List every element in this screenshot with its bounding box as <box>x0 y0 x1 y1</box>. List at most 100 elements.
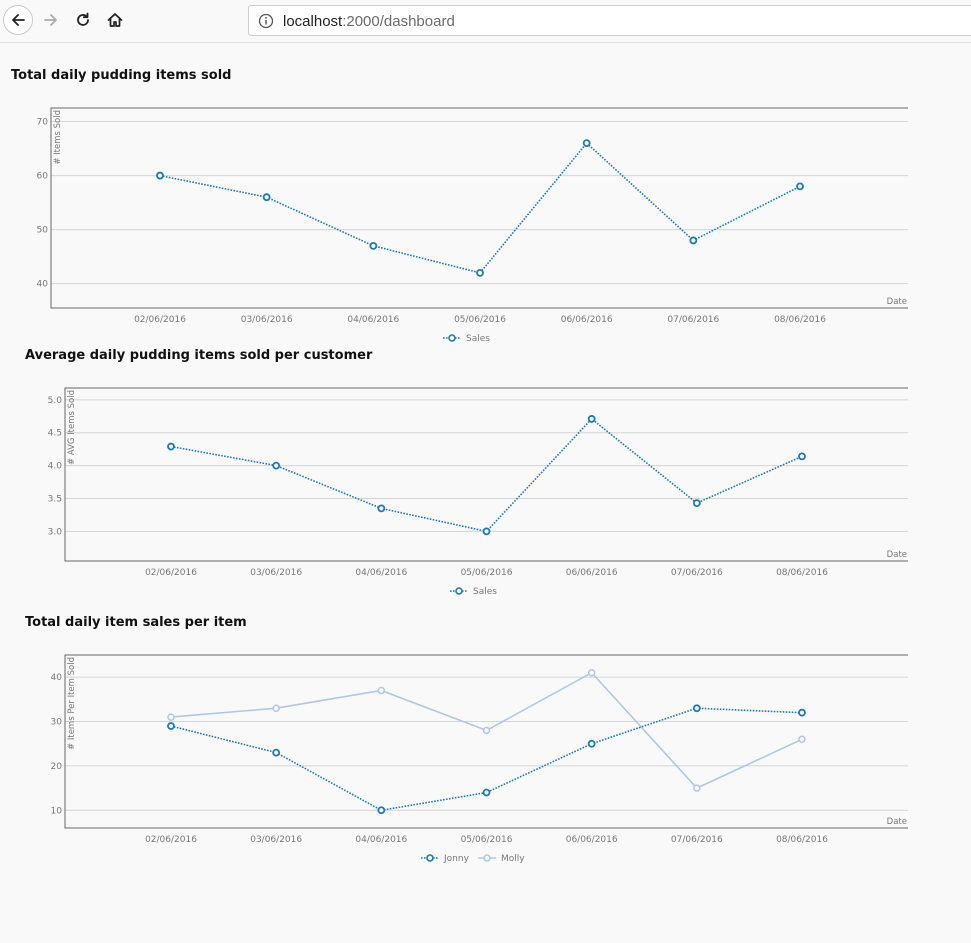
plot-border <box>64 654 908 829</box>
plot-border <box>64 387 908 562</box>
x-axis-label: Date <box>887 817 907 827</box>
x-tick-label: 08/06/2016 <box>776 835 828 845</box>
x-tick-label: 06/06/2016 <box>566 835 618 845</box>
forward-button[interactable] <box>36 5 66 35</box>
data-point-molly <box>272 704 280 712</box>
legend-swatch-marker <box>448 334 456 342</box>
y-tick-label: 4.0 <box>48 462 63 472</box>
y-axis-label: # Items Sold <box>53 110 63 165</box>
data-point-jonny <box>377 806 386 815</box>
x-axis-label: Date <box>887 297 907 307</box>
url-host: localhost <box>283 13 343 30</box>
info-icon[interactable] <box>258 13 274 29</box>
data-point-molly <box>167 713 175 721</box>
back-button[interactable] <box>3 5 33 35</box>
x-tick-label: 05/06/2016 <box>461 835 513 845</box>
x-tick-label: 02/06/2016 <box>145 568 197 578</box>
data-point-sales <box>692 499 701 508</box>
data-point-sales <box>377 504 386 513</box>
forward-arrow-icon <box>44 14 57 26</box>
x-tick-label: 03/06/2016 <box>241 315 293 325</box>
data-point-sales <box>167 442 175 451</box>
data-point-sales <box>476 268 484 277</box>
legend-label: Sales <box>473 587 497 597</box>
x-tick-label: 03/06/2016 <box>250 568 302 578</box>
chart-title-per-item: Total daily item sales per item <box>25 615 247 630</box>
x-tick-label: 06/06/2016 <box>566 568 618 578</box>
data-point-sales <box>689 236 698 245</box>
data-point-molly <box>587 668 596 677</box>
data-point-sales <box>482 527 491 536</box>
plot-border <box>50 107 908 309</box>
data-point-molly <box>377 686 386 695</box>
url-text: localhost:2000/dashboard <box>283 13 455 30</box>
x-tick-label: 08/06/2016 <box>776 568 828 578</box>
data-point-sales <box>369 241 378 250</box>
x-tick-label: 05/06/2016 <box>454 315 506 325</box>
x-tick-label: 07/06/2016 <box>667 315 719 325</box>
data-point-sales <box>796 182 804 191</box>
data-point-sales <box>156 171 164 180</box>
y-tick-label: 70 <box>37 118 49 128</box>
y-axis-label: # Items Per Item Sold <box>67 657 77 750</box>
data-point-molly <box>798 735 806 744</box>
x-tick-label: 07/06/2016 <box>671 568 723 578</box>
y-tick-label: 3.0 <box>48 527 63 537</box>
x-tick-label: 04/06/2016 <box>355 568 407 578</box>
x-tick-label: 05/06/2016 <box>461 568 513 578</box>
x-tick-label: 06/06/2016 <box>561 315 613 325</box>
reload-icon <box>77 12 89 26</box>
data-point-jonny <box>587 739 596 748</box>
data-point-jonny <box>692 704 701 713</box>
chart-title-total-sold: Total daily pudding items sold <box>11 68 232 83</box>
data-point-jonny <box>482 788 491 797</box>
legend-label: Jonny <box>443 854 470 864</box>
legend-swatch-marker <box>426 854 434 862</box>
legend-label: Sales <box>466 334 490 344</box>
y-axis-label: # AVG Items Sold <box>67 390 77 465</box>
data-point-sales <box>582 139 591 148</box>
data-point-sales <box>798 452 806 461</box>
plot-area <box>51 108 908 308</box>
x-axis-label: Date <box>887 550 907 560</box>
chart-title-avg-per-customer: Average daily pudding items sold per cus… <box>25 348 373 363</box>
y-tick-label: 4.5 <box>48 429 62 439</box>
data-point-molly <box>693 784 701 792</box>
legend-swatch-marker <box>455 587 463 595</box>
y-tick-label: 10 <box>51 806 63 816</box>
home-button[interactable] <box>100 5 130 35</box>
data-point-sales <box>272 461 281 470</box>
y-tick-label: 40 <box>37 280 49 290</box>
x-tick-label: 03/06/2016 <box>250 835 302 845</box>
home-icon <box>107 13 123 27</box>
data-point-sales <box>262 193 271 202</box>
legend-label: Molly <box>501 854 525 864</box>
browser-toolbar: localhost:2000/dashboard <box>0 0 971 43</box>
legend-swatch-marker <box>483 854 491 862</box>
y-tick-label: 30 <box>51 718 63 728</box>
y-tick-label: 50 <box>37 226 49 236</box>
dashboard: Total daily pudding items sold 40 50 60 70 #… <box>0 43 971 943</box>
back-arrow-icon <box>12 14 25 26</box>
chart-total-sold: 40 50 60 70 # Items Sold Date 02/06/2016 03/06/… <box>37 107 908 344</box>
chart-avg-per-customer: 3.0 3.5 4.0 4.5 5.0 # AVG Items Sold Date 02/06… <box>48 387 908 597</box>
data-point-jonny <box>272 748 281 757</box>
x-tick-label: 02/06/2016 <box>145 835 197 845</box>
reload-button[interactable] <box>68 5 98 35</box>
y-tick-label: 20 <box>51 762 63 772</box>
y-tick-label: 5.0 <box>48 396 63 406</box>
x-tick-label: 04/06/2016 <box>355 835 407 845</box>
url-path: :2000/dashboard <box>342 13 455 30</box>
data-point-jonny <box>167 722 175 730</box>
address-bar[interactable]: localhost:2000/dashboard <box>248 5 971 36</box>
chart-per-item: 10 20 30 40 # Items Per Item Sold Date 02/06/2… <box>51 654 908 864</box>
data-point-jonny <box>798 708 806 717</box>
x-tick-label: 07/06/2016 <box>671 835 723 845</box>
plot-area <box>65 655 908 828</box>
y-tick-label: 3.5 <box>48 495 62 505</box>
x-tick-label: 02/06/2016 <box>134 315 186 325</box>
x-tick-label: 04/06/2016 <box>347 315 399 325</box>
x-tick-label: 08/06/2016 <box>774 315 826 325</box>
data-point-molly <box>482 726 491 735</box>
data-point-sales <box>587 415 596 423</box>
